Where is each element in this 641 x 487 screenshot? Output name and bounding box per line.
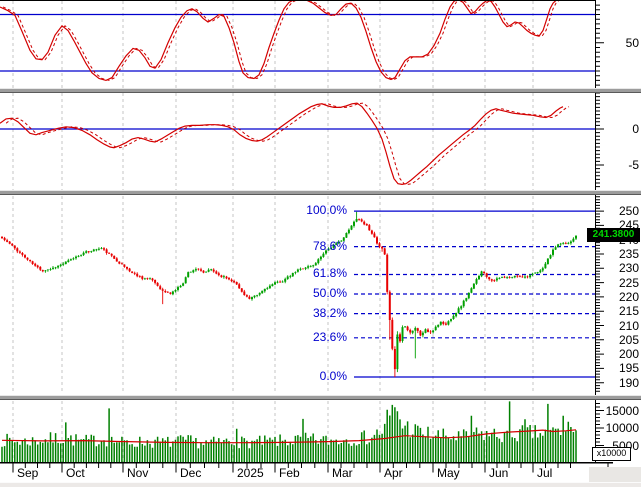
momentum-panel[interactable] (0, 95, 595, 190)
axis-corner (589, 467, 641, 482)
fib-lines-solid (354, 210, 595, 378)
volume-series (1, 401, 577, 462)
stochastic-panel[interactable] (0, 0, 595, 88)
volume-bars (1, 401, 577, 462)
axis-ticks-minor (24, 4, 600, 468)
candlestick-series (1, 211, 577, 377)
volume-panel[interactable] (0, 400, 595, 462)
volume-multiplier-badge: x10000 (592, 447, 631, 461)
fib-lines-dashed (354, 246, 595, 339)
stochastic-bands (0, 13, 595, 72)
momentum-line (0, 102, 564, 186)
panel-splitter-3[interactable] (0, 395, 641, 400)
panel-splitter-2[interactable] (0, 190, 641, 195)
stochastic-signal-line (3, 1, 560, 81)
volume-ma-line (1, 429, 577, 444)
bottom-strip (0, 482, 641, 487)
panel-splitter-1[interactable] (0, 88, 641, 93)
x-axis[interactable] (0, 462, 613, 464)
last-price-value: 241.3800 (592, 229, 635, 240)
grid-lines (12, 1, 534, 462)
price-panel[interactable] (0, 200, 595, 395)
last-price-marker: 241.3800 (587, 228, 640, 242)
stochastic-line (0, 1, 563, 82)
